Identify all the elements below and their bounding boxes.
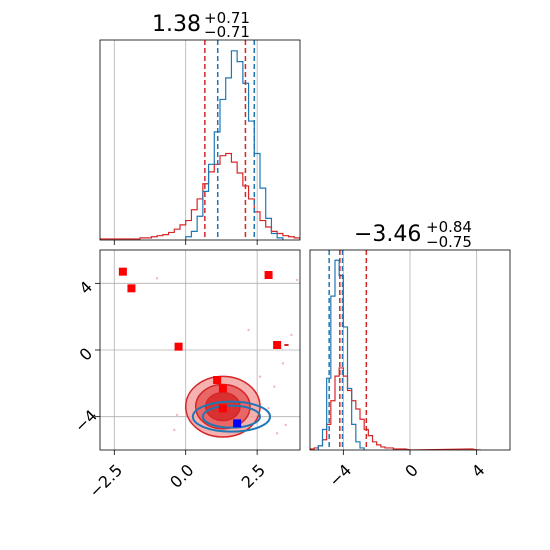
title-bottom-right-sub: −0.75 — [426, 233, 472, 251]
title-top-left-value: 1.38 — [152, 12, 201, 37]
p1-dust-point — [267, 407, 270, 410]
p2-tick-label: −4 — [325, 460, 355, 490]
p1-dust-point — [281, 362, 285, 365]
p1-dust-point — [275, 432, 279, 435]
p1-dust-point — [273, 385, 276, 388]
p1-xtick-label: 2.5 — [238, 460, 269, 491]
p1-dust-point — [247, 328, 250, 332]
p2-series-1 — [317, 259, 365, 450]
p1-dust-point — [155, 277, 159, 280]
title-top-left-sub: −0.71 — [204, 23, 250, 41]
p1-ytick-label: −4 — [71, 406, 101, 436]
panel-bottom-left-content: −2.5 0.0 2.5 −4 0 4 — [71, 250, 300, 501]
p2-tick-label: 0 — [401, 460, 422, 481]
p1-dust-point — [258, 375, 262, 378]
panel-top-left-content — [100, 40, 300, 245]
p1-red-marker — [273, 341, 282, 349]
title-bottom-right-value: −3.46 — [354, 222, 421, 247]
p1-red-marker — [118, 267, 127, 276]
p2-series-0 — [310, 367, 481, 450]
p1-red-marker — [218, 384, 227, 393]
p1-blue-contour — [201, 404, 262, 429]
p1-red-marker — [218, 404, 227, 413]
p0-series-0 — [100, 152, 300, 240]
p1-red-marker — [127, 284, 136, 293]
panel-top-left-frame — [99, 39, 301, 241]
panel-bottom-left-frame — [99, 249, 301, 451]
panel-bottom-right: −3.46 +0.84 −0.75 −4 0 4 — [309, 218, 511, 491]
p1-dust-point — [173, 428, 176, 432]
panel-bottom-right-frame — [309, 249, 511, 451]
title-top-left-sup: +0.71 — [204, 9, 250, 27]
p1-red-marker — [264, 271, 273, 279]
p1-xtick-label: 0.0 — [166, 460, 197, 491]
p1-blue-contour — [191, 400, 272, 433]
p1-red-marker — [213, 376, 222, 384]
p1-ytick-label: 4 — [76, 277, 97, 298]
title-bottom-right-sup: +0.84 — [426, 218, 472, 236]
p1-xtick-label: −2.5 — [85, 460, 126, 501]
p1-dust-point — [175, 413, 179, 417]
p1-dust-point — [290, 333, 293, 337]
p1-ytick-label: 0 — [76, 344, 97, 365]
p1-red-marker — [174, 342, 183, 351]
p1-blue-marker — [233, 419, 242, 428]
panel-bottom-left: −2.5 0.0 2.5 −4 0 4 — [71, 249, 301, 501]
p1-dust-point — [295, 278, 299, 282]
p1-dust-point — [284, 423, 287, 427]
panel-bottom-right-content: −4 0 4 — [310, 250, 489, 491]
p2-tick-label: 4 — [468, 460, 489, 481]
panel-top-left: 1.38 +0.71 −0.71 — [99, 9, 301, 245]
p0-series-1 — [185, 50, 284, 240]
